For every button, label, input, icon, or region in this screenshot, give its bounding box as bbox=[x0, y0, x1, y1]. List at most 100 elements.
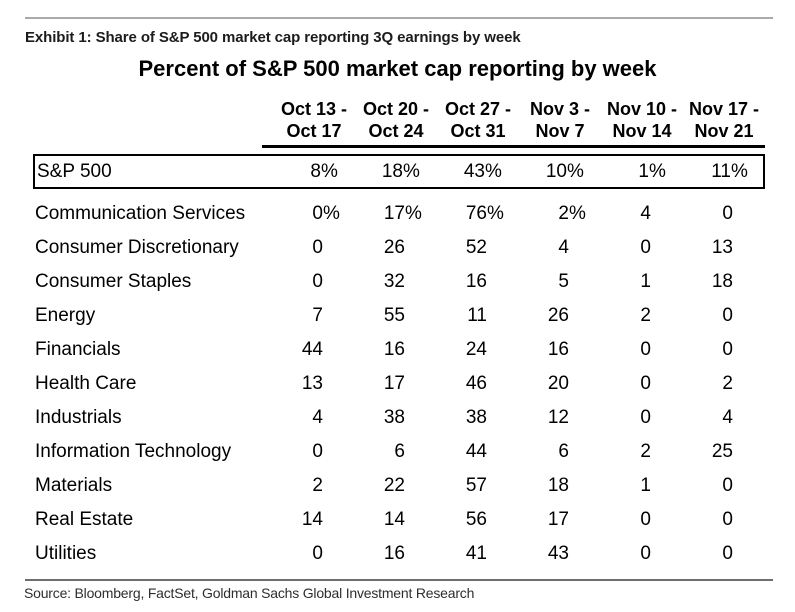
sector-value-cell: 56 bbox=[437, 509, 519, 531]
sector-value-cell: 17% bbox=[383, 203, 422, 224]
sector-value-cell: 0 bbox=[601, 373, 683, 395]
value-number: 25 bbox=[711, 441, 733, 462]
sector-label: Energy bbox=[35, 305, 96, 326]
sector-value-cell: 11 bbox=[437, 305, 519, 327]
sector-value-cell: 44 bbox=[273, 339, 355, 361]
sector-value-cell: 26 bbox=[519, 305, 601, 327]
value-number: 16 bbox=[465, 271, 487, 292]
value-number: 43 bbox=[463, 160, 485, 182]
value-number: 57 bbox=[465, 475, 487, 496]
value-number: 0 bbox=[312, 441, 323, 462]
sector-value-cell: 0 bbox=[601, 339, 683, 361]
sector-row: Materials 2 22 57 18 1 0 bbox=[33, 469, 765, 503]
sector-value-cell: 0 bbox=[273, 543, 355, 565]
sector-value-cell: 2 bbox=[273, 475, 355, 497]
week-end: Nov 21 bbox=[694, 121, 754, 141]
sp500-value-cell: 11% bbox=[711, 160, 748, 182]
sector-value-cell: 18 bbox=[683, 271, 765, 293]
sector-row: Information Technology 0 6 44 6 2 25 bbox=[33, 435, 765, 469]
value-number: 4 bbox=[640, 203, 651, 224]
value-number: 0 bbox=[640, 339, 651, 360]
bottom-divider-line bbox=[25, 579, 773, 581]
sector-label: Information Technology bbox=[35, 441, 232, 462]
value-number: 0 bbox=[722, 339, 733, 360]
value-number: 20 bbox=[547, 373, 569, 394]
week-end: Nov 14 bbox=[612, 121, 672, 141]
value-number: 0 bbox=[640, 373, 651, 394]
value-number: 4 bbox=[558, 237, 569, 258]
sector-value-cell: 0 bbox=[683, 339, 765, 361]
value-number: 41 bbox=[465, 543, 487, 564]
value-number: 55 bbox=[383, 305, 405, 326]
sector-value-cell: 0 bbox=[683, 305, 765, 327]
value-number: 0 bbox=[312, 271, 323, 292]
sector-value-cell: 38 bbox=[437, 407, 519, 429]
sector-label: Industrials bbox=[35, 407, 122, 428]
value-number: 2 bbox=[312, 475, 323, 496]
sector-value-cell: 6 bbox=[355, 441, 437, 463]
sector-value-cell: 0% bbox=[312, 203, 340, 224]
sector-value-cell: 0 bbox=[683, 203, 765, 225]
sector-label: Materials bbox=[35, 475, 113, 496]
value-number: 17 bbox=[383, 373, 405, 394]
value-number: 5 bbox=[558, 271, 569, 292]
sector-label: Utilities bbox=[35, 543, 97, 564]
sector-label: Health Care bbox=[35, 373, 137, 394]
value-number: 0 bbox=[640, 407, 651, 428]
value-number: 1 bbox=[638, 160, 649, 182]
value-number: 4 bbox=[312, 407, 323, 428]
value-number: 17 bbox=[383, 203, 405, 224]
week-column-header: Oct 27 - Oct 31 bbox=[437, 98, 519, 142]
sector-value-cell: 0 bbox=[601, 543, 683, 565]
value-number: 0 bbox=[722, 509, 733, 530]
value-number: 26 bbox=[383, 237, 405, 258]
sp500-value-cell: 18% bbox=[381, 160, 420, 182]
week-start: Oct 20 - bbox=[362, 99, 430, 119]
sector-value-cell: 41 bbox=[437, 543, 519, 565]
sector-row: Energy 7 55 11 26 2 0 bbox=[33, 299, 765, 333]
sector-rows: Communication Services 0% 17% 76% 2% 4 0 Consum… bbox=[33, 197, 765, 571]
value-number: 17 bbox=[547, 509, 569, 530]
sector-value-cell: 7 bbox=[273, 305, 355, 327]
value-number: 8 bbox=[310, 160, 321, 182]
sector-value-cell: 13 bbox=[273, 373, 355, 395]
value-number: 0 bbox=[312, 203, 323, 224]
sp500-value-cell: 43% bbox=[463, 160, 502, 182]
sector-value-cell: 24 bbox=[437, 339, 519, 361]
sector-value-cell: 14 bbox=[273, 509, 355, 531]
sector-value-cell: 76% bbox=[465, 203, 504, 224]
value-number: 16 bbox=[383, 543, 405, 564]
sector-row: Industrials 4 38 38 12 0 4 bbox=[33, 401, 765, 435]
sector-value-cell: 14 bbox=[355, 509, 437, 531]
value-number: 2 bbox=[640, 305, 651, 326]
sector-value-cell: 43 bbox=[519, 543, 601, 565]
value-number: 12 bbox=[547, 407, 569, 428]
value-number: 16 bbox=[383, 339, 405, 360]
value-number: 56 bbox=[465, 509, 487, 530]
sector-value-cell: 44 bbox=[437, 441, 519, 463]
value-number: 10 bbox=[545, 160, 567, 182]
sector-value-cell: 0 bbox=[273, 237, 355, 259]
value-number: 46 bbox=[465, 373, 487, 394]
value-number: 16 bbox=[547, 339, 569, 360]
value-number: 0 bbox=[722, 305, 733, 326]
sector-value-cell: 6 bbox=[519, 441, 601, 463]
value-number: 26 bbox=[547, 305, 569, 326]
top-divider-line bbox=[25, 17, 773, 19]
value-number: 22 bbox=[383, 475, 405, 496]
value-number: 38 bbox=[383, 407, 405, 428]
value-number: 0 bbox=[722, 203, 733, 224]
sector-value-cell: 18 bbox=[519, 475, 601, 497]
week-start: Oct 13 - bbox=[280, 99, 348, 119]
sector-value-cell: 57 bbox=[437, 475, 519, 497]
sector-value-cell: 22 bbox=[355, 475, 437, 497]
sp500-label: S&P 500 bbox=[37, 160, 112, 182]
sector-value-cell: 2 bbox=[601, 441, 683, 463]
week-end: Nov 7 bbox=[535, 121, 585, 141]
sector-value-cell: 16 bbox=[355, 339, 437, 361]
value-number: 13 bbox=[711, 237, 733, 258]
value-number: 7 bbox=[312, 305, 323, 326]
sector-value-cell: 0 bbox=[601, 509, 683, 531]
sector-value-cell: 17 bbox=[519, 509, 601, 531]
